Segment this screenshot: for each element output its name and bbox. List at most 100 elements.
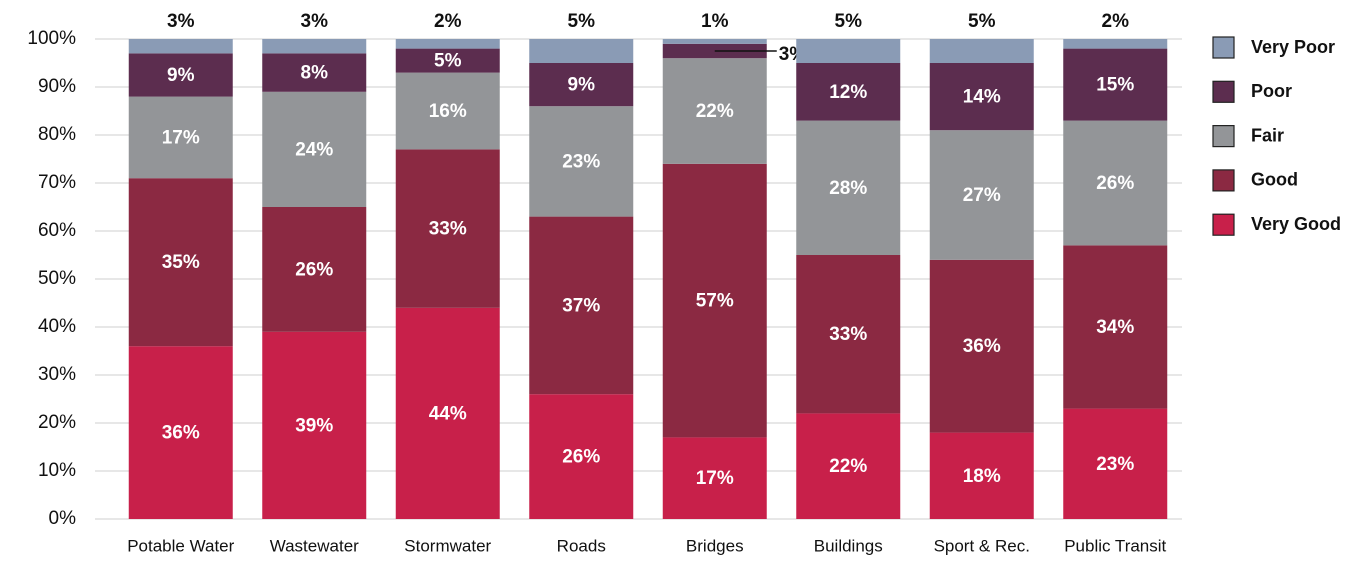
bar-segment xyxy=(929,432,1034,519)
bar-segment xyxy=(128,53,233,97)
bar-segment xyxy=(529,63,634,107)
legend-label: Good xyxy=(1251,170,1298,190)
x-tick-label: Public Transit xyxy=(1064,536,1166,555)
value-label: 17% xyxy=(162,127,200,148)
x-tick-label: Buildings xyxy=(814,536,883,555)
bar-segment xyxy=(796,413,901,519)
value-label: 14% xyxy=(963,87,1001,108)
bar-segment xyxy=(395,39,500,49)
value-label: 3% xyxy=(301,11,329,32)
bar-segment xyxy=(262,91,367,207)
value-label: 16% xyxy=(429,101,467,122)
bar-segment xyxy=(128,346,233,519)
bar-segment xyxy=(662,437,767,519)
value-label: 12% xyxy=(829,82,867,103)
value-label: 2% xyxy=(1102,11,1130,32)
value-label: 5% xyxy=(568,11,596,32)
x-tick-label: Potable Water xyxy=(127,536,234,555)
bar-segment xyxy=(796,120,901,255)
bar-segment xyxy=(929,130,1034,260)
bar-segment xyxy=(796,39,901,63)
legend-swatch xyxy=(1212,169,1235,192)
value-label: 5% xyxy=(434,51,462,72)
value-label: 34% xyxy=(1096,317,1134,338)
legend-swatch xyxy=(1212,80,1235,103)
bar-segment xyxy=(929,39,1034,63)
bar-segment xyxy=(395,72,500,150)
value-label: 23% xyxy=(1096,454,1134,475)
value-label: 44% xyxy=(429,403,467,424)
bar-segment xyxy=(395,48,500,73)
y-tick-label: 70% xyxy=(38,172,76,193)
legend-label: Poor xyxy=(1251,81,1292,101)
bar-segment xyxy=(662,163,767,438)
value-label: 2% xyxy=(434,11,462,32)
value-label: 17% xyxy=(696,468,734,489)
bar-segment xyxy=(529,394,634,519)
y-tick-label: 50% xyxy=(38,268,76,289)
bar-segment xyxy=(529,39,634,63)
value-label: 33% xyxy=(429,219,467,240)
bar-segment xyxy=(262,207,367,332)
value-label: 26% xyxy=(295,259,333,280)
value-label: 33% xyxy=(829,324,867,345)
value-label: 37% xyxy=(562,295,600,316)
bar-segment xyxy=(796,63,901,121)
bar-segment xyxy=(796,255,901,414)
y-tick-label: 0% xyxy=(49,508,77,529)
value-label: 35% xyxy=(162,252,200,273)
x-tick-label: Wastewater xyxy=(270,536,359,555)
value-label: 27% xyxy=(963,185,1001,206)
x-tick-label: Roads xyxy=(557,536,606,555)
value-label: 3% xyxy=(167,11,195,32)
bar-segment xyxy=(395,149,500,308)
value-label: 36% xyxy=(963,336,1001,357)
bar-segment xyxy=(128,39,233,54)
bar-segment xyxy=(662,58,767,164)
value-label: 26% xyxy=(1096,173,1134,194)
value-label: 5% xyxy=(835,11,863,32)
value-label: 23% xyxy=(562,151,600,172)
legend-swatch xyxy=(1212,213,1235,236)
legend-label: Very Poor xyxy=(1251,37,1335,57)
bar-segment xyxy=(1063,48,1168,121)
legend-label: Fair xyxy=(1251,125,1284,145)
value-label: 9% xyxy=(167,65,195,86)
legend-swatch xyxy=(1212,36,1235,59)
value-label: 36% xyxy=(162,423,200,444)
value-label: 24% xyxy=(295,139,333,160)
x-tick-label: Bridges xyxy=(686,536,744,555)
bar-segment xyxy=(395,307,500,519)
bar-segment xyxy=(929,63,1034,131)
value-label: 22% xyxy=(829,456,867,477)
value-label: 39% xyxy=(295,415,333,436)
y-tick-label: 60% xyxy=(38,220,76,241)
value-label: 5% xyxy=(968,11,996,32)
value-label: 18% xyxy=(963,466,1001,487)
bar-segment xyxy=(1063,120,1168,246)
value-label: 9% xyxy=(568,75,596,96)
y-tick-label: 80% xyxy=(38,124,76,145)
y-tick-label: 90% xyxy=(38,76,76,97)
bar-segment xyxy=(1063,408,1168,519)
bar-segment xyxy=(662,39,767,44)
x-tick-label: Stormwater xyxy=(404,536,491,555)
y-tick-label: 20% xyxy=(38,412,76,433)
y-tick-label: 30% xyxy=(38,364,76,385)
bar-segment xyxy=(262,331,367,519)
value-label: 8% xyxy=(301,63,329,84)
y-tick-label: 100% xyxy=(27,28,76,49)
bar-segment xyxy=(128,178,233,347)
value-label: 57% xyxy=(696,291,734,312)
x-tick-label: Sport & Rec. xyxy=(934,536,1030,555)
legend-label: Very Good xyxy=(1251,214,1341,234)
bar-segment xyxy=(262,53,367,92)
bar-segment xyxy=(1063,245,1168,409)
value-label: 1% xyxy=(701,11,729,32)
y-tick-label: 10% xyxy=(38,460,76,481)
bar-segment xyxy=(128,96,233,179)
value-label: 22% xyxy=(696,101,734,122)
bar-segment xyxy=(529,216,634,395)
y-tick-label: 40% xyxy=(38,316,76,337)
